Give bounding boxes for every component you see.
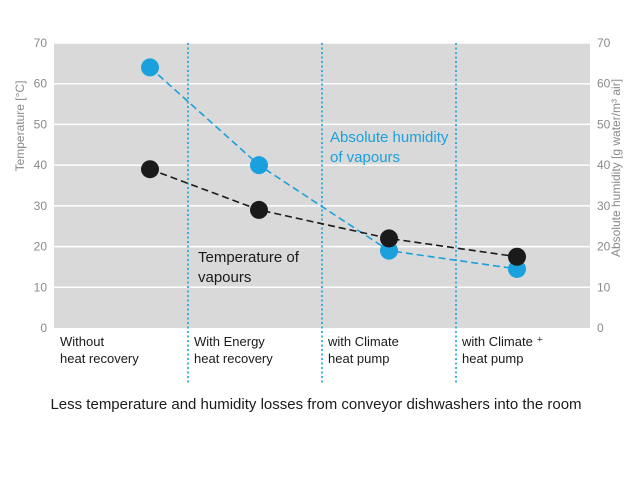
y-axis-left-ticks: 0 10 20 30 40 50 60 70 — [34, 36, 48, 335]
category-label: With Energy heat recovery — [194, 334, 273, 366]
y-tick-label-right: 30 — [597, 199, 611, 213]
y-tick-label-left: 70 — [34, 36, 48, 50]
series-annotations: Absolute humidity of vapours Temperature o… — [198, 129, 449, 286]
y-tick-label-left: 50 — [34, 117, 48, 131]
y-tick-label-left: 30 — [34, 199, 48, 213]
y-axis-left-title: Temperature [°C] — [13, 81, 27, 172]
y-tick-label-right: 40 — [597, 158, 611, 172]
y-tick-label-left: 20 — [34, 240, 48, 254]
category-label: with Climate ⁺ heat pump — [461, 334, 543, 366]
y-tick-label-right: 50 — [597, 117, 611, 131]
y-tick-label-left: 10 — [34, 280, 48, 294]
data-point — [141, 160, 159, 179]
chart-caption: Less temperature and humidity losses fro… — [50, 396, 582, 413]
category-labels: Without heat recovery With Energy heat reco… — [60, 334, 543, 366]
data-point — [250, 200, 268, 219]
data-point — [508, 247, 526, 266]
y-tick-label-right: 60 — [597, 77, 611, 91]
data-point — [250, 156, 268, 175]
series-lines — [149, 66, 518, 270]
series-annotation: Absolute humidity of vapours — [330, 129, 449, 166]
series-points — [141, 58, 526, 278]
data-point — [141, 58, 159, 77]
plot-background — [54, 43, 590, 328]
series-line-1 — [149, 66, 518, 270]
y-tick-label-left: 60 — [34, 77, 48, 91]
series-annotation: Temperature of vapours — [198, 249, 300, 286]
y-tick-label-right: 0 — [597, 321, 604, 335]
y-axis-right-ticks: 0 10 20 30 40 50 60 70 — [597, 36, 611, 335]
category-label: Without heat recovery — [60, 334, 139, 366]
series-line-2 — [149, 168, 518, 258]
category-label: with Climate heat pump — [327, 334, 399, 366]
y-tick-label-left: 40 — [34, 158, 48, 172]
y-tick-label-right: 20 — [597, 240, 611, 254]
y-tick-label-left: 0 — [40, 321, 47, 335]
data-point — [380, 229, 398, 248]
y-tick-label-right: 70 — [597, 36, 611, 50]
y-tick-label-right: 10 — [597, 280, 611, 294]
y-axis-right-title: Absolute humidity [g water/m³ air] — [609, 79, 623, 257]
